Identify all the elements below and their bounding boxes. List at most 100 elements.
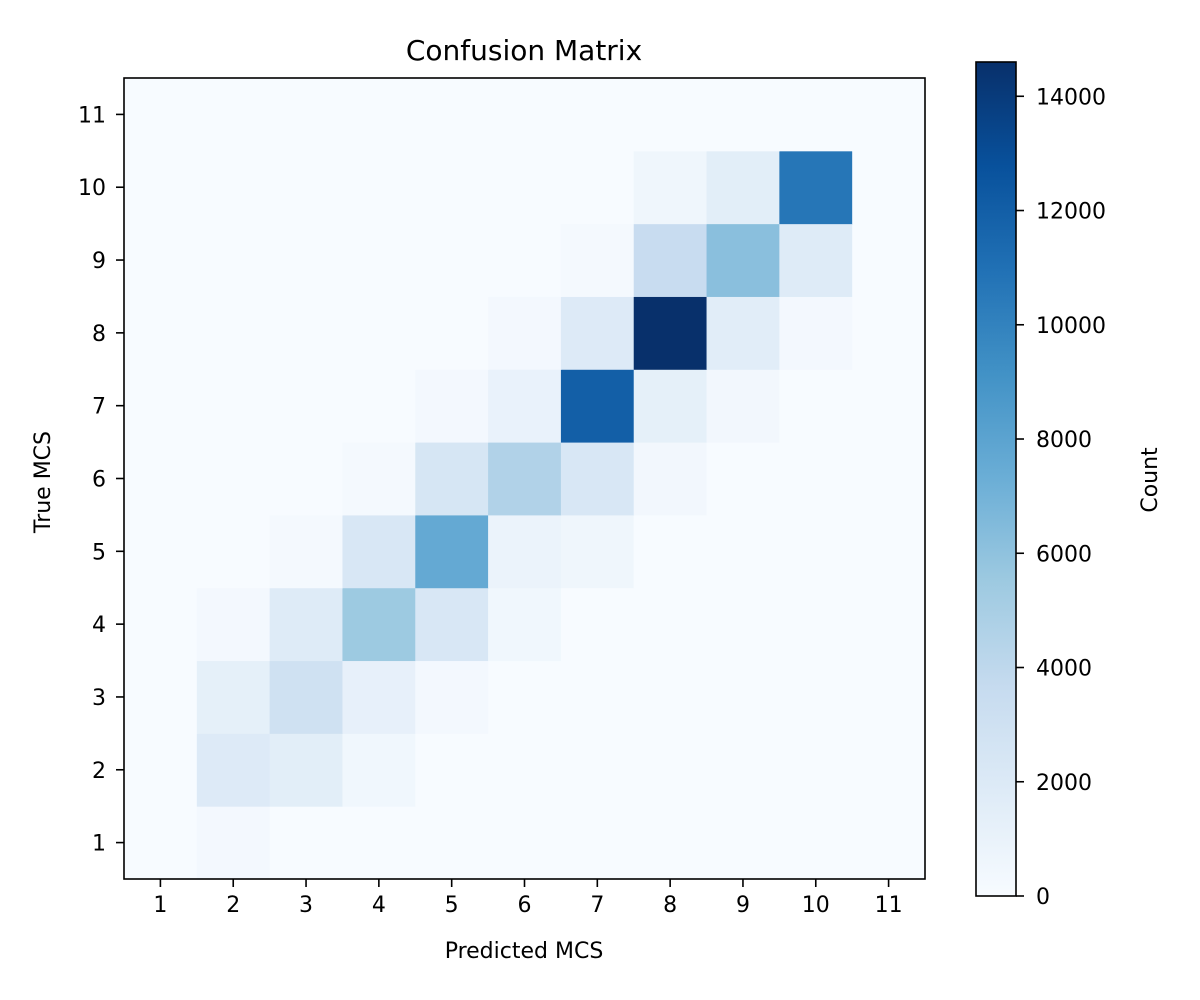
heatmap-cell (779, 587, 853, 662)
heatmap-cell (415, 514, 489, 589)
x-tick-label: 7 (590, 893, 604, 918)
heatmap-cell (560, 296, 635, 370)
x-tick-label: 6 (518, 893, 532, 918)
heatmap-cell (633, 150, 708, 225)
colorbar-tick-label: 12000 (1036, 200, 1106, 225)
heatmap-cell (415, 442, 489, 516)
heatmap-cell (269, 296, 343, 370)
heatmap-cell (342, 733, 416, 807)
heatmap-cell (560, 78, 635, 152)
heatmap-cell (560, 806, 635, 880)
heatmap-cell (633, 78, 708, 152)
heatmap-cell (633, 223, 708, 297)
heatmap-cell (706, 660, 780, 734)
heatmap-cell (706, 296, 780, 370)
heatmap-cell (779, 369, 853, 443)
x-tick-label: 2 (226, 893, 240, 918)
y-axis-ticks: 1 2 3 4 5 6 7 8 9 10 11 (78, 103, 124, 857)
heatmap-cell (269, 587, 343, 662)
heatmap-cell (269, 442, 343, 516)
y-tick-label: 2 (92, 759, 106, 784)
y-tick-label: 7 (92, 395, 106, 420)
heatmap-cell (415, 587, 489, 662)
heatmap-cell (342, 587, 416, 662)
heatmap-cell (269, 514, 343, 589)
heatmap-cell (706, 514, 780, 589)
heatmap-cell (196, 660, 271, 734)
heatmap-cell (124, 514, 198, 589)
colorbar-tick-label: 2000 (1036, 771, 1092, 796)
heatmap-cell (852, 806, 926, 880)
colorbar-gradient (975, 61, 1017, 897)
heatmap-cell (852, 733, 926, 807)
heatmap-cell (196, 733, 271, 807)
y-tick-label: 6 (92, 468, 106, 493)
heatmap-cell (196, 296, 271, 370)
heatmap-cell (269, 369, 343, 443)
heatmap-cell (779, 223, 853, 297)
heatmap-cell (633, 514, 708, 589)
x-axis-label: Predicted MCS (445, 939, 604, 964)
heatmap-cell (706, 733, 780, 807)
y-tick-label: 1 (92, 832, 106, 857)
heatmap-cell (633, 296, 708, 370)
heatmap-cell (706, 587, 780, 662)
heatmap-cell (706, 442, 780, 516)
heatmap-cell (488, 296, 562, 370)
y-tick-label: 10 (78, 176, 106, 201)
y-tick-label: 8 (92, 322, 106, 347)
x-tick-label: 9 (736, 893, 750, 918)
y-tick-label: 5 (92, 540, 106, 565)
heatmap-cell (852, 223, 926, 297)
heatmap-cell (269, 223, 343, 297)
heatmap-cell (124, 223, 198, 297)
heatmap-cell (124, 369, 198, 443)
heatmap-cell (415, 78, 489, 152)
y-tick-label: 9 (92, 249, 106, 274)
heatmap-cell (779, 733, 853, 807)
heatmap-cell (488, 369, 562, 443)
heatmap-cell (342, 296, 416, 370)
heatmap-cell (488, 733, 562, 807)
heatmap-cell (633, 733, 708, 807)
heatmap-cell (196, 223, 271, 297)
heatmap-cell (560, 733, 635, 807)
heatmap-cell (633, 442, 708, 516)
heatmap-cell (852, 587, 926, 662)
x-tick-label: 1 (153, 893, 167, 918)
heatmap-cell (124, 660, 198, 734)
colorbar-tick-label: 8000 (1036, 428, 1092, 453)
colorbar: 0 2000 4000 6000 8000 10000 12000 14000 (975, 61, 1106, 910)
heatmap-cell (196, 78, 271, 152)
colorbar-tick-label: 6000 (1036, 542, 1092, 567)
heatmap-cell (852, 660, 926, 734)
colorbar-label: Count (1138, 447, 1163, 513)
heatmap-cell (415, 223, 489, 297)
heatmap-cell (342, 660, 416, 734)
heatmap-cell (633, 660, 708, 734)
heatmap-cell (269, 660, 343, 734)
heatmap-cell (269, 78, 343, 152)
heatmap-cell (852, 296, 926, 370)
heatmap-cell (706, 369, 780, 443)
colorbar-tick-label: 10000 (1036, 314, 1106, 339)
heatmap-cells (124, 78, 926, 880)
heatmap-cell (196, 150, 271, 225)
heatmap-cell (124, 587, 198, 662)
colorbar-tick-label: 14000 (1036, 85, 1106, 110)
x-tick-label: 5 (445, 893, 459, 918)
y-tick-label: 3 (92, 686, 106, 711)
heatmap-cell (488, 660, 562, 734)
heatmap-cell (124, 296, 198, 370)
heatmap-cell (124, 733, 198, 807)
heatmap-cell (779, 296, 853, 370)
heatmap-cell (633, 806, 708, 880)
heatmap-cell (706, 150, 780, 225)
x-tick-label: 10 (802, 893, 830, 918)
heatmap-cell (342, 442, 416, 516)
heatmap-cell (342, 806, 416, 880)
heatmap-cell (488, 806, 562, 880)
heatmap-cell (852, 78, 926, 152)
heatmap-cell (342, 78, 416, 152)
